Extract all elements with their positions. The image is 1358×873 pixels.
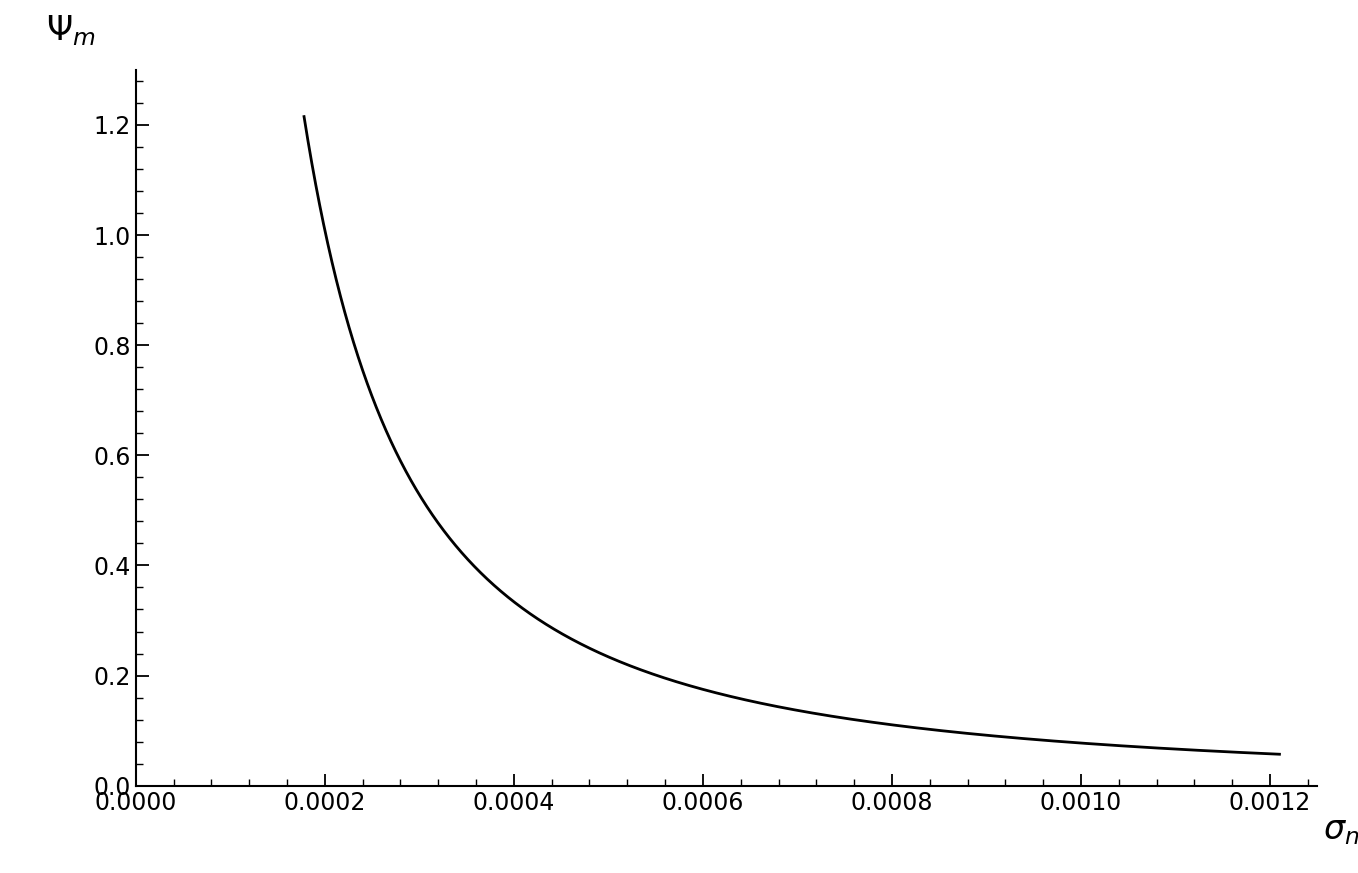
X-axis label: $\mathit{\sigma}_n$: $\mathit{\sigma}_n$ [1323, 815, 1358, 848]
Y-axis label: $\mathit{\Psi}_m$: $\mathit{\Psi}_m$ [46, 14, 95, 48]
